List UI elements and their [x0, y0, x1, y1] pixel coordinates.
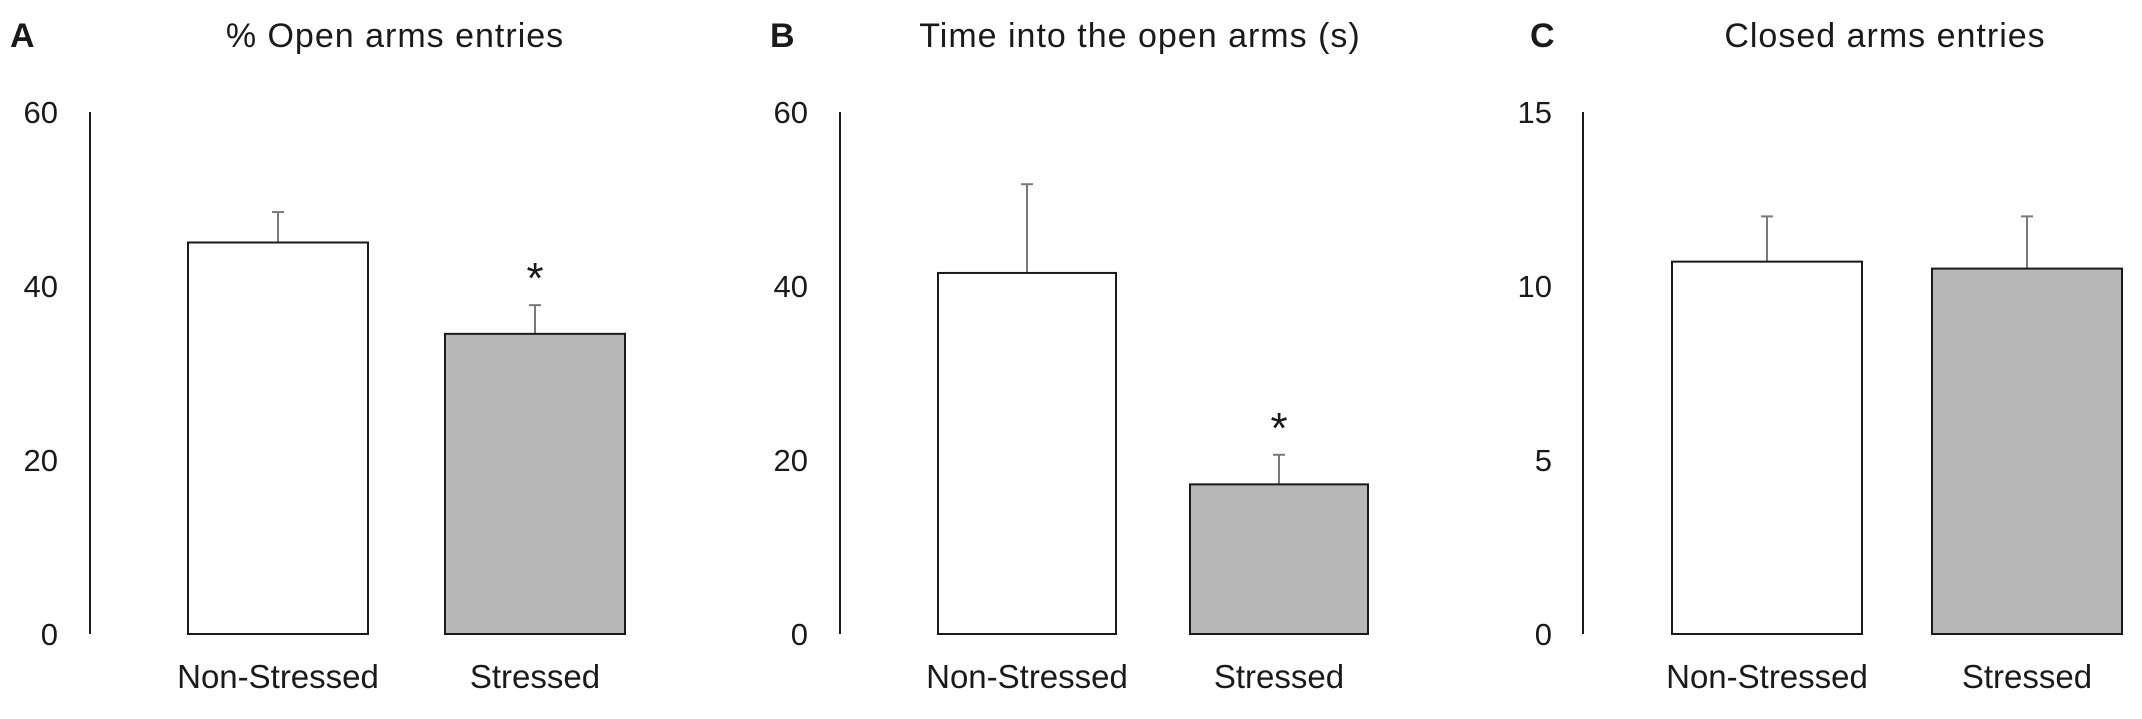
panel-title: Closed arms entries — [1724, 17, 2045, 55]
y-tick-label: 0 — [791, 617, 808, 652]
bar — [187, 241, 369, 635]
y-tick-label: 10 — [1518, 269, 1552, 304]
x-category-label: Non-Stressed — [926, 658, 1128, 695]
panel-label: C — [1530, 17, 1555, 55]
x-category-label: Non-Stressed — [177, 658, 379, 695]
y-tick-label: 40 — [774, 269, 808, 304]
panel-title: Time into the open arms (s) — [919, 17, 1360, 55]
y-tick-label: 5 — [1535, 443, 1552, 478]
x-category-label: Stressed — [1962, 658, 2092, 695]
significance-marker: * — [526, 254, 543, 303]
y-tick-label: 20 — [774, 443, 808, 478]
y-tick-label: 15 — [1518, 95, 1552, 130]
significance-marker: * — [1270, 404, 1287, 453]
y-tick-label: 20 — [24, 443, 58, 478]
panel-label: B — [770, 17, 795, 55]
x-category-label: Stressed — [470, 658, 600, 695]
panel-title: % Open arms entries — [226, 17, 564, 55]
y-tick-label: 60 — [24, 95, 58, 130]
x-category-label: Non-Stressed — [1666, 658, 1868, 695]
bar — [1931, 267, 2123, 635]
bar — [1189, 483, 1369, 635]
bar — [1671, 260, 1863, 635]
y-tick-label: 60 — [774, 95, 808, 130]
y-tick-label: 0 — [1535, 617, 1552, 652]
y-tick-label: 40 — [24, 269, 58, 304]
bar — [937, 271, 1117, 635]
panel-label: A — [10, 17, 35, 55]
x-category-label: Stressed — [1214, 658, 1344, 695]
y-tick-label: 0 — [41, 617, 58, 652]
bar — [444, 332, 626, 635]
